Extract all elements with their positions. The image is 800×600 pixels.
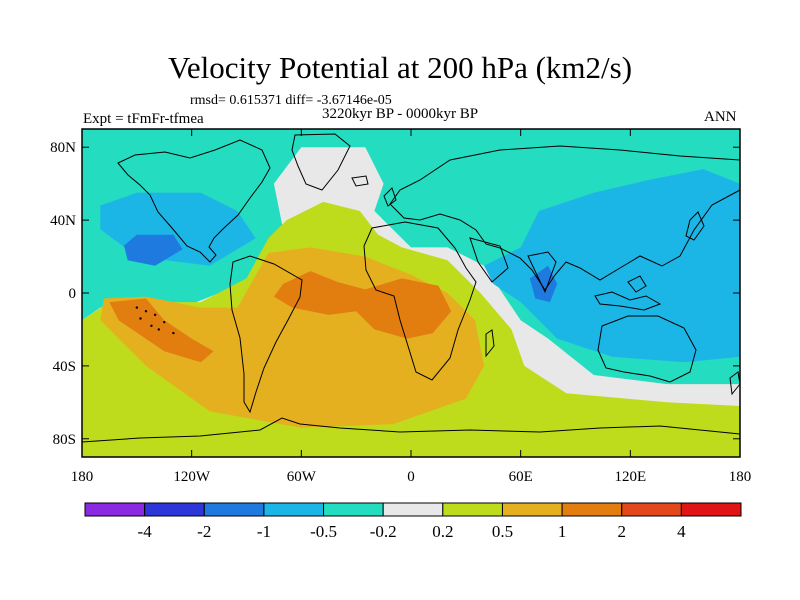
colorbar-label: -4 bbox=[138, 522, 153, 541]
season-label: ANN bbox=[704, 109, 737, 125]
colorbar-label: 0.5 bbox=[492, 522, 513, 541]
colorbar-label: -0.2 bbox=[370, 522, 397, 541]
significance-dot bbox=[144, 310, 148, 313]
significance-dot bbox=[172, 331, 175, 335]
significance-dot bbox=[139, 317, 142, 320]
x-tick-label: 0 bbox=[407, 469, 415, 485]
colorbar-swatch bbox=[263, 502, 325, 517]
field-region-negative_0.5 bbox=[484, 169, 740, 363]
x-tick-label: 120E bbox=[614, 469, 646, 485]
experiment-label: Expt = tFmFr-tfmea bbox=[83, 111, 204, 127]
period-label: 3220kyr BP - 0000kyr BP bbox=[322, 106, 479, 122]
colorbar-swatch bbox=[621, 502, 682, 517]
colorbar-label: -1 bbox=[257, 522, 271, 541]
colorbar: -4 -2 -1 -0.5 -0.2 0.2 0.5 1 2 4 bbox=[84, 502, 742, 541]
y-tick-label: 40S bbox=[53, 359, 76, 375]
y-tick-label: 40N bbox=[50, 213, 76, 229]
colorbar-swatch bbox=[561, 502, 623, 517]
x-tick-label: 60E bbox=[509, 469, 533, 485]
colorbar-label: -2 bbox=[197, 522, 211, 541]
colorbar-swatch bbox=[203, 502, 265, 517]
y-tick-label: 80N bbox=[50, 140, 76, 156]
x-tick-label: 120W bbox=[173, 469, 211, 485]
map-axes: 180 120W 60W 0 60E 120E 180 80N 40N 0 40S 80S bbox=[50, 129, 751, 485]
x-tick-label: 180 bbox=[729, 469, 752, 485]
colorbar-label: 4 bbox=[677, 522, 686, 541]
significance-dot bbox=[163, 320, 166, 324]
velocity-potential-field bbox=[82, 129, 740, 457]
colorbar-swatch bbox=[442, 502, 503, 517]
colorbar-label: 2 bbox=[617, 522, 626, 541]
rmsd-diff-stats: rmsd= 0.615371 diff= -3.67146e-05 bbox=[190, 93, 392, 108]
colorbar-swatch bbox=[382, 502, 444, 517]
field-region-negative_1 bbox=[124, 234, 183, 266]
x-tick-label: 180 bbox=[71, 469, 94, 485]
significance-dot bbox=[135, 306, 139, 309]
significance-dot bbox=[150, 324, 153, 327]
y-tick-label: 80S bbox=[53, 432, 76, 448]
field-region-positive_1 bbox=[109, 298, 214, 363]
significance-dot bbox=[153, 313, 157, 317]
y-tick-label: 0 bbox=[69, 286, 77, 302]
figure-title: Velocity Potential at 200 hPa (km2/s) bbox=[167, 50, 633, 85]
colorbar-label: 1 bbox=[558, 522, 567, 541]
x-tick-label: 60W bbox=[287, 469, 317, 485]
colorbar-label: 0.2 bbox=[432, 522, 453, 541]
coastlines bbox=[82, 133, 740, 443]
colorbar-swatch bbox=[501, 502, 563, 517]
colorbar-swatch bbox=[323, 502, 384, 517]
colorbar-label: -0.5 bbox=[310, 522, 337, 541]
colorbar-swatch bbox=[144, 502, 205, 517]
colorbar-swatch bbox=[84, 502, 146, 517]
colorbar-swatch bbox=[680, 502, 742, 517]
significance-dot bbox=[157, 328, 160, 331]
field-region-positive_1 bbox=[273, 271, 452, 339]
